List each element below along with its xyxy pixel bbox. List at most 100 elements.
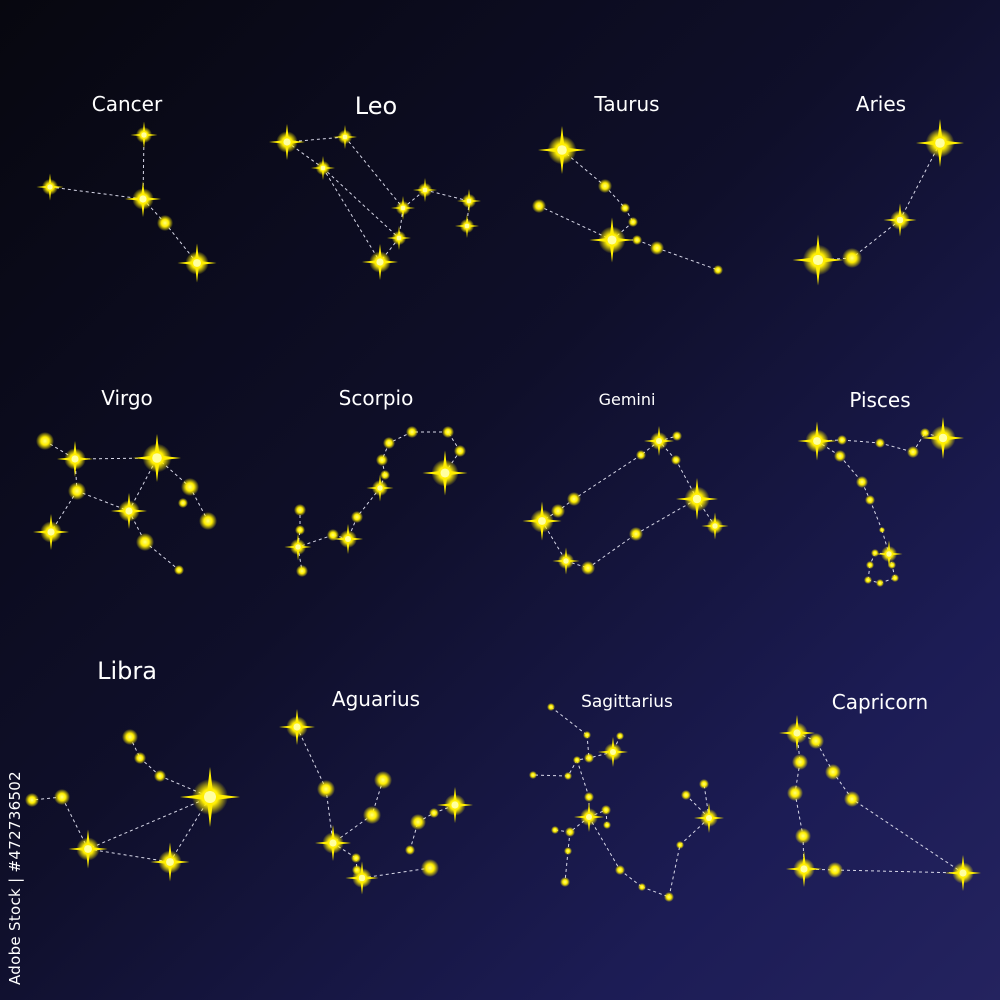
star-sparkle-icon [413,178,437,202]
star-sparkle-icon [315,825,351,861]
star-dot-icon [864,576,872,584]
star-dot-icon [454,445,466,457]
star-sparkle-icon [786,851,822,887]
constellation-scorpio [284,426,468,577]
constellation-line [658,440,677,461]
star-dot-icon [632,235,642,245]
star-sparkle-icon [311,156,335,180]
star-sparkle-icon [922,417,964,459]
star-dot-icon [405,845,415,855]
star-dot-icon [551,826,559,834]
star-sparkle-icon [125,181,161,217]
star-sparkle-icon [779,715,815,751]
constellation-line [816,440,841,457]
star-dot-icon [672,431,682,441]
star-sparkle-icon [333,524,363,554]
constellation-line [587,533,637,569]
star-dot-icon [25,793,39,807]
star-dot-icon [351,511,363,523]
constellation-cancer [36,121,217,283]
star-dot-icon [795,828,811,844]
star-sparkle-icon [33,514,69,550]
constellation-line [656,247,719,271]
constellation-taurus [532,126,723,275]
star-dot-icon [560,877,570,887]
star-sparkle-icon [133,434,181,482]
constellation-line [87,848,171,863]
constellation-line [388,431,413,444]
star-sparkle-icon [644,426,674,456]
star-dot-icon [636,450,646,460]
constellation-line [322,167,400,239]
star-dot-icon [157,215,173,231]
star-dot-icon [374,771,392,789]
star-dot-icon [410,814,426,830]
star-dot-icon [199,512,217,530]
star-dot-icon [856,476,868,488]
star-dot-icon [584,792,594,802]
star-sparkle-icon [676,478,718,520]
star-sparkle-icon [362,244,398,280]
star-dot-icon [865,495,875,505]
star-sparkle-icon [366,474,394,502]
constellation-line [576,759,590,798]
star-sparkle-icon [68,829,108,869]
star-dot-icon [876,579,884,587]
star-sparkle-icon [875,540,903,568]
star-dot-icon [532,199,546,213]
star-dot-icon [603,821,611,829]
constellation-gemini [522,426,729,575]
constellation-aries [792,119,964,286]
star-sparkle-icon [279,709,315,745]
star-dot-icon [294,504,306,516]
star-dot-icon [792,754,808,770]
label-gemini: Gemini [598,390,656,409]
constellation-line [361,867,431,879]
label-cancer: Cancer [91,92,163,116]
star-dot-icon [351,853,361,863]
label-scorpio: Scorpio [338,386,414,410]
star-dot-icon [295,525,305,535]
star-dot-icon [601,805,611,815]
constellation-line [668,844,681,898]
label-aquarius: Aguarius [331,687,421,711]
star-sparkle-icon [57,441,93,477]
constellation-line [611,221,634,241]
constellation-line [424,189,470,202]
star-dot-icon [573,756,581,764]
star-dot-icon [174,565,184,575]
star-dot-icon [551,504,565,518]
star-sparkle-icon [345,861,379,895]
star-sparkle-icon [177,243,217,283]
constellation-aquarius [279,709,473,895]
constellation-pisces [797,417,964,587]
star-sparkle-icon [945,855,981,891]
star-dot-icon [584,753,594,763]
star-dot-icon [871,549,879,557]
star-sparkle-icon [916,119,964,167]
constellation-line [619,869,643,888]
constellation-line [834,869,964,874]
star-dot-icon [68,482,86,500]
constellation-line [61,796,89,850]
star-dot-icon [36,432,54,450]
star-dot-icon [787,785,803,801]
star-dot-icon [628,217,638,227]
star-sparkle-icon [333,125,357,149]
star-dot-icon [676,841,684,849]
constellation-line [402,189,426,209]
constellation-line [344,136,404,209]
constellation-line [532,774,569,777]
label-leo: Leo [354,92,398,120]
star-dot-icon [920,428,930,438]
constellation-line [87,796,211,850]
star-dot-icon [564,847,572,855]
star-dot-icon [154,770,166,782]
star-dot-icon [664,892,674,902]
star-dot-icon [327,529,339,541]
star-dot-icon [842,248,862,268]
star-sparkle-icon [284,533,312,561]
constellation-line [573,454,642,500]
star-dot-icon [54,789,70,805]
star-dot-icon [837,435,847,445]
